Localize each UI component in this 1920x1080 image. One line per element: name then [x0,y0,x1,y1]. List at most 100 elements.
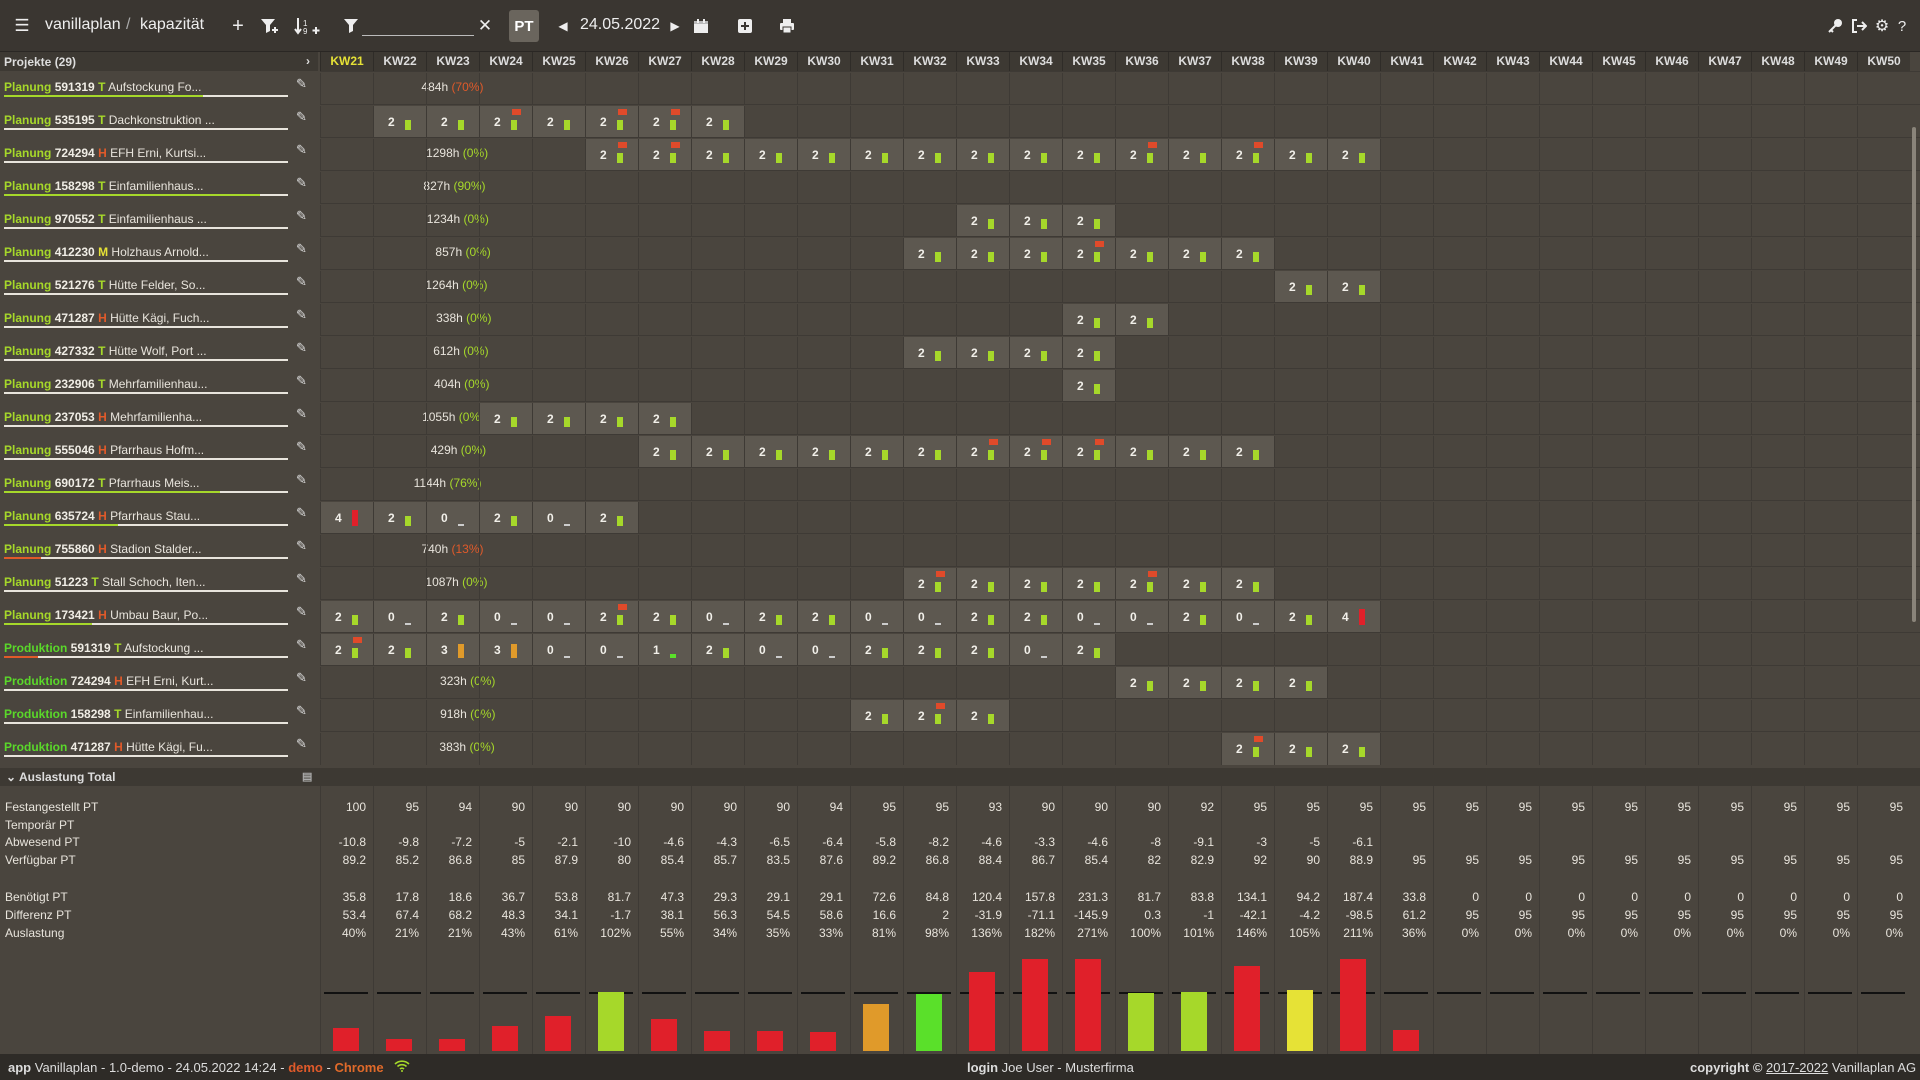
allocation-cell[interactable] [1062,172,1115,204]
allocation-cell[interactable] [1698,568,1751,600]
allocation-cell[interactable] [1698,73,1751,105]
allocation-cell[interactable] [373,403,426,435]
allocation-cell[interactable] [1751,568,1804,600]
edit-icon[interactable]: ✎ [296,175,307,190]
week-header[interactable]: KW27 [638,52,691,71]
allocation-cell[interactable]: 2 [479,106,532,138]
allocation-cell[interactable] [1645,73,1698,105]
week-header[interactable]: KW34 [1009,52,1062,71]
allocation-cell[interactable] [1433,205,1486,237]
allocation-cell[interactable] [744,403,797,435]
allocation-cell[interactable] [744,271,797,303]
plus-icon[interactable]: + [232,14,244,37]
allocation-cell[interactable] [1751,205,1804,237]
allocation-cell[interactable]: 4 [1327,601,1380,633]
allocation-cell[interactable] [1804,106,1857,138]
allocation-cell[interactable] [1592,700,1645,732]
allocation-cell[interactable] [1221,469,1274,501]
project-row[interactable]: Planung 591319 T Aufstockung Fo... 484h (… [0,71,483,104]
project-row[interactable]: Planung 51223 T Stall Schoch, Iten... 108… [0,566,487,599]
allocation-cell[interactable] [1327,106,1380,138]
allocation-cell[interactable] [1698,205,1751,237]
allocation-cell[interactable] [1115,205,1168,237]
allocation-cell[interactable] [1327,568,1380,600]
allocation-cell[interactable]: 0 [585,634,638,666]
allocation-cell[interactable] [903,271,956,303]
week-header[interactable]: KW32 [903,52,956,71]
project-label[interactable]: Planung 471287 H Hütte Kägi, Fuch... 338h… [4,311,491,325]
week-header[interactable]: KW43 [1486,52,1539,71]
project-row[interactable]: Planung 555046 H Pfarrhaus Hofm... 429h (… [0,434,486,467]
allocation-cell[interactable] [1062,700,1115,732]
allocation-cell[interactable] [1168,172,1221,204]
allocation-cell[interactable]: 2 [744,139,797,171]
allocation-cell[interactable] [1857,304,1910,336]
allocation-cell[interactable]: 2 [956,139,1009,171]
project-label[interactable]: Planung 158298 T Einfamilienhaus... 827h … [4,179,485,193]
allocation-cell[interactable] [1115,733,1168,765]
allocation-cell[interactable] [797,502,850,534]
allocation-cell[interactable] [1433,733,1486,765]
allocation-cell[interactable] [1009,502,1062,534]
allocation-cell[interactable] [1857,502,1910,534]
allocation-cell[interactable] [1539,172,1592,204]
allocation-cell[interactable] [479,568,532,600]
allocation-cell[interactable] [373,139,426,171]
allocation-cell[interactable] [1274,73,1327,105]
allocation-cell[interactable] [691,337,744,369]
allocation-cell[interactable] [1380,139,1433,171]
allocation-cell[interactable]: 2 [585,403,638,435]
allocation-cell[interactable] [320,700,373,732]
allocation-cell[interactable] [956,271,1009,303]
allocation-cell[interactable] [585,238,638,270]
week-header[interactable]: KW48 [1751,52,1804,71]
allocation-cell[interactable] [1539,205,1592,237]
allocation-cell[interactable] [1433,667,1486,699]
allocation-cell[interactable]: 2 [638,403,691,435]
allocation-cell[interactable]: 2 [691,106,744,138]
plus-box-icon[interactable] [736,13,754,39]
allocation-cell[interactable]: 0 [797,634,850,666]
allocation-cell[interactable] [1327,172,1380,204]
allocation-cell[interactable] [1592,634,1645,666]
allocation-cell[interactable]: 2 [1221,436,1274,468]
allocation-cell[interactable]: 0 [850,601,903,633]
allocation-cell[interactable] [1221,73,1274,105]
allocation-cell[interactable] [1327,535,1380,567]
allocation-cell[interactable] [585,73,638,105]
allocation-cell[interactable] [638,238,691,270]
allocation-cell[interactable] [1486,700,1539,732]
allocation-cell[interactable] [1274,436,1327,468]
allocation-cell[interactable] [1539,601,1592,633]
allocation-cell[interactable] [850,535,903,567]
allocation-cell[interactable] [1009,733,1062,765]
allocation-cell[interactable] [1115,700,1168,732]
allocation-cell[interactable] [1645,535,1698,567]
week-header[interactable]: KW35 [1062,52,1115,71]
allocation-cell[interactable] [1539,337,1592,369]
chevron-right-icon[interactable]: ▶ [670,19,680,33]
allocation-cell[interactable] [373,436,426,468]
edit-icon[interactable]: ✎ [296,241,307,256]
allocation-cell[interactable] [1380,304,1433,336]
allocation-cell[interactable]: 2 [1062,139,1115,171]
allocation-cell[interactable]: 2 [1327,271,1380,303]
allocation-cell[interactable] [1698,436,1751,468]
allocation-cell[interactable] [956,370,1009,402]
allocation-cell[interactable]: 2 [1274,601,1327,633]
allocation-cell[interactable] [320,106,373,138]
allocation-cell[interactable] [1645,469,1698,501]
allocation-cell[interactable] [1857,172,1910,204]
filter-plus-icon[interactable] [258,13,282,39]
allocation-cell[interactable] [1221,106,1274,138]
allocation-cell[interactable] [797,535,850,567]
allocation-cell[interactable] [1115,469,1168,501]
totals-header[interactable]: ⌄ Auslastung Total ▤ [0,768,1920,786]
allocation-cell[interactable] [1009,667,1062,699]
allocation-cell[interactable] [320,370,373,402]
allocation-cell[interactable]: 2 [1062,568,1115,600]
allocation-cell[interactable]: 2 [1009,205,1062,237]
allocation-cell[interactable] [1327,469,1380,501]
allocation-cell[interactable]: 2 [1221,568,1274,600]
allocation-cell[interactable] [426,700,479,732]
